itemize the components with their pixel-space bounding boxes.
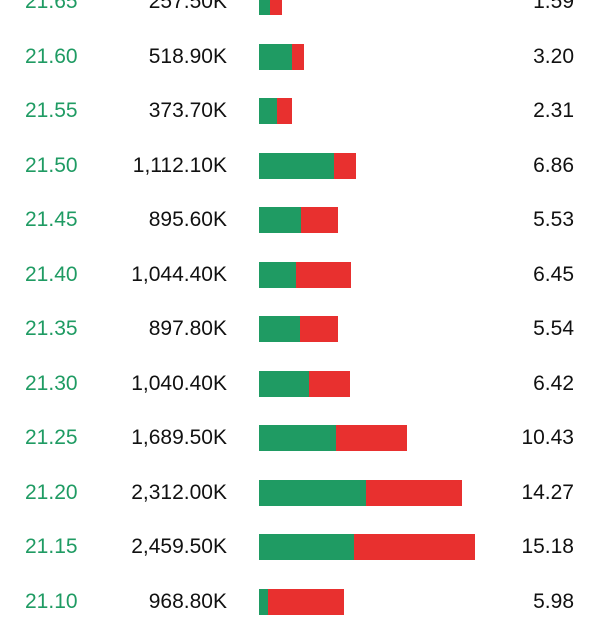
buy-volume-segment bbox=[259, 480, 366, 506]
sell-volume-segment bbox=[366, 480, 461, 506]
traded-volume: 897.80K bbox=[149, 302, 227, 357]
volume-bar bbox=[259, 98, 292, 124]
buy-volume-segment bbox=[259, 371, 309, 397]
traded-volume: 257.50K bbox=[149, 0, 227, 30]
volume-row[interactable]: 21.25 1,689.50K 10.43 bbox=[0, 411, 600, 466]
sell-volume-segment bbox=[277, 98, 292, 124]
volume-percent: 6.45 bbox=[533, 248, 574, 303]
traded-volume: 1,044.40K bbox=[131, 248, 227, 303]
volume-percent: 2.31 bbox=[533, 84, 574, 139]
volume-percent: 1.59 bbox=[533, 0, 574, 30]
volume-row[interactable]: 21.30 1,040.40K 6.42 bbox=[0, 357, 600, 412]
volume-percent: 15.18 bbox=[521, 520, 574, 575]
volume-row[interactable]: 21.10 968.80K 5.98 bbox=[0, 575, 600, 629]
traded-volume: 518.90K bbox=[149, 30, 227, 85]
volume-bar bbox=[259, 153, 356, 179]
sell-volume-segment bbox=[268, 589, 344, 615]
volume-row[interactable]: 21.50 1,112.10K 6.86 bbox=[0, 139, 600, 194]
buy-volume-segment bbox=[259, 153, 334, 179]
price-level: 21.65 bbox=[25, 0, 78, 30]
price-level: 21.15 bbox=[25, 520, 78, 575]
sell-volume-segment bbox=[300, 316, 338, 342]
volume-percent: 5.98 bbox=[533, 575, 574, 629]
volume-row[interactable]: 21.40 1,044.40K 6.45 bbox=[0, 248, 600, 303]
price-level: 21.45 bbox=[25, 193, 78, 248]
traded-volume: 1,112.10K bbox=[133, 139, 227, 194]
volume-row[interactable]: 21.55 373.70K 2.31 bbox=[0, 84, 600, 139]
volume-row[interactable]: 21.65 257.50K 1.59 bbox=[0, 0, 600, 30]
sell-volume-segment bbox=[292, 44, 305, 70]
traded-volume: 1,040.40K bbox=[131, 357, 227, 412]
volume-row[interactable]: 21.20 2,312.00K 14.27 bbox=[0, 466, 600, 521]
buy-volume-segment bbox=[259, 98, 277, 124]
price-level: 21.35 bbox=[25, 302, 78, 357]
volume-percent: 14.27 bbox=[521, 466, 574, 521]
price-level: 21.60 bbox=[25, 30, 78, 85]
volume-bar bbox=[259, 371, 350, 397]
traded-volume: 895.60K bbox=[149, 193, 227, 248]
volume-bar bbox=[259, 262, 351, 288]
volume-bar bbox=[259, 207, 338, 233]
volume-row[interactable]: 21.45 895.60K 5.53 bbox=[0, 193, 600, 248]
traded-volume: 968.80K bbox=[149, 575, 227, 629]
traded-volume: 1,689.50K bbox=[131, 411, 227, 466]
volume-percent: 3.20 bbox=[533, 30, 574, 85]
price-level: 21.20 bbox=[25, 466, 78, 521]
volume-percent: 10.43 bbox=[521, 411, 574, 466]
volume-percent: 5.53 bbox=[533, 193, 574, 248]
buy-volume-segment bbox=[259, 262, 296, 288]
sell-volume-segment bbox=[270, 0, 281, 15]
volume-bar bbox=[259, 316, 338, 342]
sell-volume-segment bbox=[296, 262, 351, 288]
buy-volume-segment bbox=[259, 589, 268, 615]
buy-volume-segment bbox=[259, 425, 336, 451]
volume-row[interactable]: 21.15 2,459.50K 15.18 bbox=[0, 520, 600, 575]
sell-volume-segment bbox=[336, 425, 407, 451]
traded-volume: 2,459.50K bbox=[131, 520, 227, 575]
price-level: 21.25 bbox=[25, 411, 78, 466]
volume-bar bbox=[259, 0, 282, 15]
volume-row[interactable]: 21.60 518.90K 3.20 bbox=[0, 30, 600, 85]
volume-percent: 5.54 bbox=[533, 302, 574, 357]
price-level: 21.10 bbox=[25, 575, 78, 629]
volume-bar bbox=[259, 480, 462, 506]
buy-volume-segment bbox=[259, 44, 292, 70]
sell-volume-segment bbox=[334, 153, 356, 179]
volume-bar bbox=[259, 44, 304, 70]
volume-bar bbox=[259, 425, 407, 451]
price-level: 21.40 bbox=[25, 248, 78, 303]
buy-volume-segment bbox=[259, 207, 301, 233]
price-level: 21.50 bbox=[25, 139, 78, 194]
price-level: 21.30 bbox=[25, 357, 78, 412]
buy-volume-segment bbox=[259, 0, 270, 15]
buy-volume-segment bbox=[259, 534, 354, 560]
price-level: 21.55 bbox=[25, 84, 78, 139]
sell-volume-segment bbox=[309, 371, 350, 397]
volume-bar bbox=[259, 534, 475, 560]
buy-volume-segment bbox=[259, 316, 300, 342]
sell-volume-segment bbox=[301, 207, 338, 233]
volume-percent: 6.86 bbox=[533, 139, 574, 194]
volume-bar bbox=[259, 589, 344, 615]
traded-volume: 373.70K bbox=[149, 84, 227, 139]
volume-percent: 6.42 bbox=[533, 357, 574, 412]
volume-row[interactable]: 21.35 897.80K 5.54 bbox=[0, 302, 600, 357]
traded-volume: 2,312.00K bbox=[131, 466, 227, 521]
sell-volume-segment bbox=[354, 534, 475, 560]
